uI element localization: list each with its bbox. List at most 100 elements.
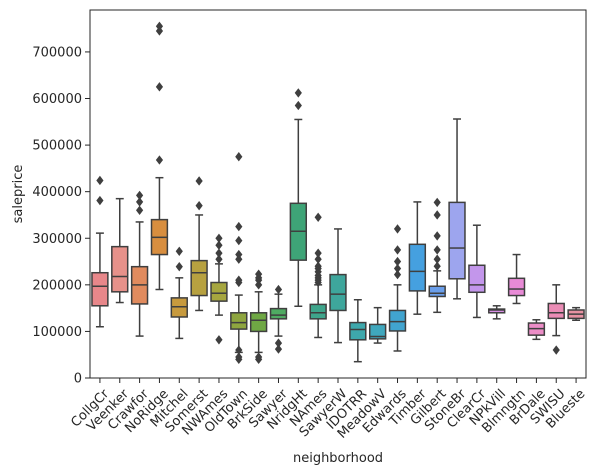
outlier-point [136,190,144,201]
outlier-point [433,231,441,241]
outlier-point [215,335,223,345]
iqr-box [488,308,506,314]
outlier-point [393,256,402,267]
outlier-point [433,261,441,271]
outlier-point [175,261,183,272]
iqr-box [230,312,248,330]
iqr-box [111,245,129,293]
outlier-point [314,254,322,264]
iqr-box [547,302,565,320]
x-axis-label: neighborhood [293,451,383,466]
outlier-point [96,195,104,206]
box-sawyerw [329,228,347,344]
outlier-point [274,284,283,295]
iqr-box [507,277,526,297]
outlier-point [255,352,263,362]
y-tick-label: 400000 [32,185,82,200]
iqr-box [408,243,427,292]
outlier-point [215,233,223,243]
outlier-point [393,263,402,274]
outlier-point [155,155,164,165]
outlier-point [96,175,104,186]
iqr-box [91,271,109,307]
box-collgcr [91,175,109,328]
box-nwames [210,233,228,345]
box-sawyer [269,284,288,354]
outlier-point [274,338,283,348]
iqr-box [309,303,327,320]
outlier-point [235,249,243,260]
iqr-box [428,285,446,298]
box-blueste [567,306,585,321]
outlier-point [155,21,164,31]
outlier-point [393,224,402,234]
box-brkside [249,269,268,365]
box-veenker [111,197,129,304]
outlier-point [215,254,223,264]
outlier-point [235,221,243,232]
box-mitchel [170,246,188,340]
box-oldtown [230,152,248,365]
y-tick-label: 500000 [32,139,82,154]
box-npkvill [488,305,506,320]
y-tick-label: 200000 [32,278,82,293]
iqr-box [269,307,288,320]
boxes-layer [91,21,585,365]
outlier-point [195,176,203,186]
outlier-point [314,212,322,222]
iqr-box [368,323,387,340]
outlier-point [155,82,164,92]
outlier-point [314,261,322,271]
y-tick-label: 300000 [32,232,82,247]
box-names [309,212,327,339]
box-noridge [150,21,169,291]
outlier-point [235,345,243,355]
outlier-point [215,240,223,250]
outlier-point [235,352,243,362]
box-somerst [190,176,208,312]
outlier-point [274,344,283,354]
y-tick-label: 600000 [32,92,82,107]
outlier-point [393,269,402,280]
y-tick-label: 100000 [32,325,82,340]
outlier-point [175,246,183,256]
y-axis-label: saleprice [11,165,26,224]
outlier-point [195,200,203,211]
outlier-point [433,197,441,208]
iqr-box [190,259,208,297]
outlier-point [552,345,560,355]
iqr-box [210,281,228,302]
box-edwards [388,224,407,352]
y-axis: 0 100000 200000 300000 400000 500000 600000 700… [32,45,90,387]
outlier-point [294,88,302,98]
box-blmngtn [507,253,526,305]
outlier-point [235,275,243,285]
box-idotrr [349,298,367,363]
iqr-box [249,312,268,333]
outlier-point [433,210,441,220]
box-timber [408,201,427,315]
outlier-point [433,254,441,264]
outlier-point [294,100,302,111]
y-tick-label: 700000 [32,45,82,60]
iqr-box [388,309,407,332]
box-swisu [547,284,565,355]
y-tick-label: 0 [74,372,82,387]
outlier-point [136,197,144,207]
outlier-point [215,248,223,258]
outlier-point [393,245,402,255]
box-stonebr [448,118,466,300]
iqr-box [349,321,367,341]
outlier-point [255,269,263,279]
box-clearcr [468,224,486,319]
x-axis: CollgCrVeenkerCrawforNoRidgeMitchelSomer… [68,378,588,442]
outlier-point [433,245,441,255]
box-crawfor [130,190,149,337]
iqr-box [448,201,466,280]
iqr-box [468,264,486,294]
outlier-point [235,235,243,246]
box-gilbert [428,197,446,314]
outlier-point [235,152,243,162]
outlier-point [136,205,144,215]
